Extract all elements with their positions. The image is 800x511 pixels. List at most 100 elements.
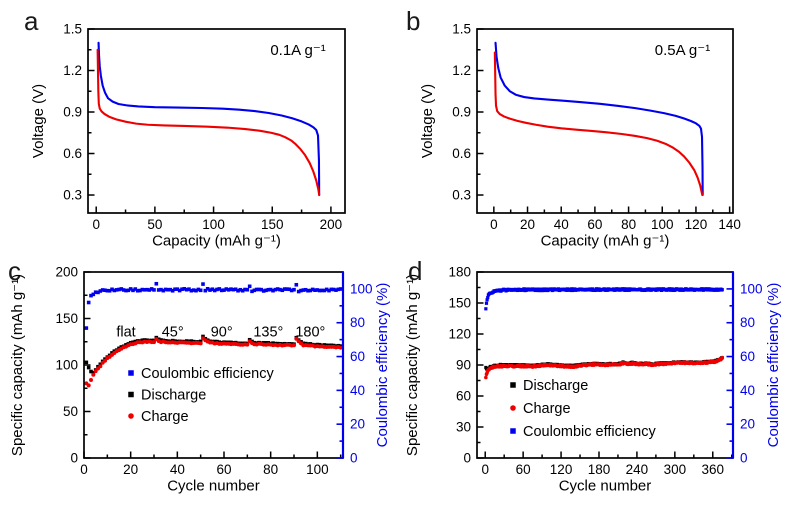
angle-annotation: 180°	[295, 325, 325, 341]
y-tick-label: 1.2	[63, 63, 82, 78]
chart-a-voltage-vs-capacity: 0 50 100 150 200 0.3 0.6 0.9 1.2 1.5 Capacity (mAh…	[30, 22, 346, 250]
angle-annotation: 45°	[162, 325, 184, 341]
angle-annotation: flat	[116, 325, 135, 341]
legend-marker	[128, 413, 134, 419]
panel-label-a: a	[24, 6, 39, 36]
axis-ticks	[83, 271, 342, 459]
y2-axis-label: Coulombic efficiency (%)	[374, 283, 391, 448]
discharge-curve-line	[97, 41, 321, 197]
y-tick-label: 150	[448, 296, 471, 311]
x-tick-label: 300	[664, 462, 687, 477]
y-axis-label: Specific capacity (mAh g⁻¹)	[404, 274, 421, 456]
axis-ticks	[477, 28, 731, 213]
y-tick-label: 0.3	[63, 188, 82, 203]
y-tick-label: 60	[456, 389, 471, 404]
rate-note: 0.1A g⁻¹	[270, 42, 325, 59]
coulombic-efficiency-points	[484, 287, 724, 311]
legend-label: Charge	[141, 409, 189, 425]
y-tick-label: 0	[70, 451, 78, 466]
legend-marker	[510, 428, 516, 434]
x-tick-label: 20	[123, 462, 138, 477]
x-tick-label: 40	[554, 217, 569, 232]
y2-tick-label: 20	[350, 417, 365, 432]
chart-d-cycling-performance: 0 60 120 180 240 300 360 0 30 60 90 120 150 180 0 20 40 6…	[404, 265, 782, 495]
y2-tick-label: 100	[740, 281, 763, 296]
x-tick-label: 100	[651, 217, 674, 232]
x-tick-label: 240	[626, 462, 649, 477]
y2-tick-label: 100	[350, 281, 373, 296]
x-tick-label: 200	[320, 217, 343, 232]
y-tick-label: 0	[463, 451, 471, 466]
legend-marker	[510, 405, 516, 411]
y2-tick-label: 60	[740, 349, 755, 364]
y2-tick-label: 0	[740, 451, 748, 466]
legend-label: Discharge	[141, 388, 206, 404]
x-tick-label: 120	[685, 217, 708, 232]
legend-marker	[128, 391, 134, 398]
x-tick-label: 40	[170, 462, 185, 477]
charge-capacity-points	[484, 355, 725, 380]
legend-label: Coulombic efficiency	[523, 424, 656, 440]
x-tick-label: 0	[80, 462, 88, 477]
x-tick-label: 360	[702, 462, 725, 477]
y-tick-label: 0.6	[452, 146, 471, 161]
x-axis-label: Cycle number	[559, 478, 652, 495]
x-tick-label: 80	[621, 217, 636, 232]
y-tick-label: 180	[448, 265, 471, 280]
axis-ticks	[477, 271, 733, 459]
panel-d: d 0 60 120 180 240 300 360 0 30 60 90 120 150 180 0 20 4…	[400, 255, 800, 511]
y-tick-label: 1.5	[452, 22, 471, 37]
y2-tick-label: 40	[740, 383, 755, 398]
panel-label-d: d	[408, 256, 423, 286]
legend: Discharge Charge Coulombic efficiency	[510, 378, 656, 440]
charge-curve-line	[96, 48, 321, 197]
panel-b: b 0 20 40 60 80 100 120 140 0.3 0.6 0.9 1.2 1.5 Capac…	[400, 0, 800, 256]
y-tick-label: 120	[448, 327, 471, 342]
discharge-curve-line	[494, 41, 704, 197]
y-tick-label: 90	[456, 358, 471, 373]
y2-tick-label: 80	[740, 315, 755, 330]
panel-c: c 0 20 40 60 80 100 0 50 100 150 200 0 20 40 60 80 100 Co…	[0, 255, 400, 511]
y2-axis-label: Coulombic efficiency (%)	[765, 283, 782, 448]
legend-marker	[128, 370, 134, 376]
y2-tick-label: 60	[350, 349, 365, 364]
legend-label: Charge	[523, 401, 571, 417]
panel-a: a 0 50 100 150 200 0.3 0.6 0.9 1.2 1.5 Capacity (m…	[0, 0, 400, 256]
legend: Coulombic efficiency Discharge Charge	[128, 366, 274, 425]
y-tick-label: 0.9	[452, 105, 471, 120]
x-tick-label: 60	[516, 462, 531, 477]
angle-annotation: 90°	[211, 325, 233, 341]
y2-ticks	[336, 288, 343, 459]
rate-note: 0.5A g⁻¹	[655, 42, 710, 59]
y-tick-label: 100	[55, 358, 78, 373]
y2-tick-label: 40	[350, 383, 365, 398]
y-tick-label: 200	[55, 265, 78, 280]
panel-label-b: b	[406, 6, 421, 36]
y2-tick-label: 80	[350, 315, 365, 330]
charge-capacity-points	[84, 336, 343, 388]
x-axis-label: Cycle number	[167, 478, 260, 495]
plot-frame	[476, 28, 734, 214]
y-tick-label: 50	[63, 404, 78, 419]
angle-annotation: 135°	[253, 325, 283, 341]
x-axis-label: Capacity (mAh g⁻¹)	[541, 233, 670, 250]
x-tick-label: 20	[520, 217, 535, 232]
y-tick-label: 0.3	[452, 188, 471, 203]
panel-label-c: c	[8, 256, 21, 286]
x-tick-label: 60	[587, 217, 602, 232]
x-axis-label: Capacity (mAh g⁻¹)	[152, 233, 281, 250]
legend-label: Coulombic efficiency	[141, 366, 274, 382]
y-tick-label: 0.6	[63, 146, 82, 161]
x-tick-label: 0	[92, 217, 100, 232]
x-tick-label: 100	[202, 217, 225, 232]
y2-tick-label: 20	[740, 417, 755, 432]
y-tick-label: 150	[55, 311, 78, 326]
legend-marker	[510, 382, 516, 388]
axis-ticks	[88, 28, 332, 213]
y2-tick-label: 0	[350, 451, 358, 466]
x-tick-label: 140	[718, 217, 741, 232]
x-tick-label: 80	[263, 462, 278, 477]
x-tick-label: 100	[306, 462, 329, 477]
